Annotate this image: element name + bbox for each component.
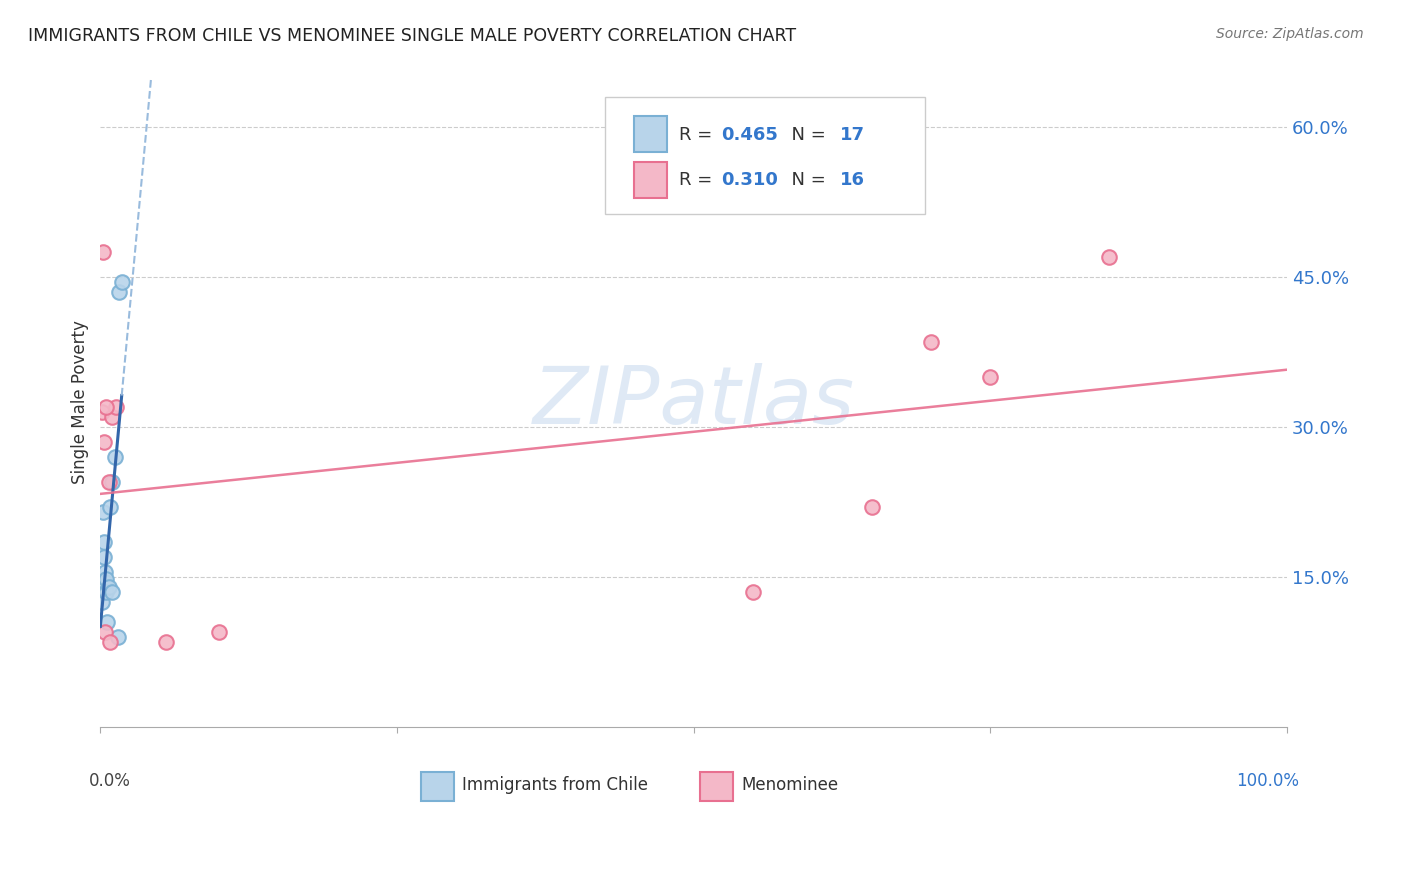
Point	[208, 624, 231, 639]
Point	[94, 624, 117, 639]
Point	[104, 400, 127, 414]
Point	[90, 405, 112, 419]
Point	[96, 615, 118, 629]
Text: N =: N =	[780, 171, 832, 189]
Point	[96, 572, 118, 586]
Point	[979, 370, 1001, 384]
Point	[90, 595, 112, 609]
Point	[91, 505, 114, 519]
Point	[94, 565, 117, 579]
Text: R =: R =	[679, 171, 718, 189]
Point	[93, 549, 115, 564]
Text: Source: ZipAtlas.com: Source: ZipAtlas.com	[1216, 27, 1364, 41]
Point	[103, 450, 125, 464]
Point	[860, 500, 883, 514]
Point	[155, 634, 177, 648]
Point	[96, 584, 118, 599]
Point	[93, 534, 115, 549]
Text: Menominee: Menominee	[741, 776, 838, 794]
Text: 17: 17	[839, 126, 865, 144]
Point	[111, 275, 134, 289]
Point	[96, 400, 118, 414]
Point	[97, 580, 120, 594]
FancyBboxPatch shape	[634, 116, 668, 153]
Text: 0.465: 0.465	[721, 126, 778, 144]
Point	[107, 630, 129, 644]
Point	[98, 500, 121, 514]
Text: 0.310: 0.310	[721, 171, 778, 189]
Point	[94, 574, 117, 589]
FancyBboxPatch shape	[605, 97, 925, 214]
Text: IMMIGRANTS FROM CHILE VS MENOMINEE SINGLE MALE POVERTY CORRELATION CHART: IMMIGRANTS FROM CHILE VS MENOMINEE SINGL…	[28, 27, 796, 45]
Text: R =: R =	[679, 126, 718, 144]
Text: 0.0%: 0.0%	[89, 772, 131, 790]
Point	[93, 435, 115, 450]
FancyBboxPatch shape	[420, 772, 454, 801]
Text: Immigrants from Chile: Immigrants from Chile	[463, 776, 648, 794]
Point	[742, 584, 765, 599]
Text: ZIPatlas: ZIPatlas	[533, 363, 855, 441]
Text: 16: 16	[839, 171, 865, 189]
Point	[101, 410, 124, 425]
FancyBboxPatch shape	[634, 161, 668, 197]
Point	[101, 584, 124, 599]
Text: N =: N =	[780, 126, 832, 144]
Point	[97, 475, 120, 489]
Point	[98, 634, 121, 648]
Point	[920, 335, 942, 350]
Point	[108, 285, 131, 300]
Y-axis label: Single Male Poverty: Single Male Poverty	[72, 320, 89, 484]
Point	[101, 475, 124, 489]
FancyBboxPatch shape	[700, 772, 733, 801]
Text: 100.0%: 100.0%	[1236, 772, 1299, 790]
Point	[91, 245, 114, 260]
Point	[1098, 250, 1121, 264]
